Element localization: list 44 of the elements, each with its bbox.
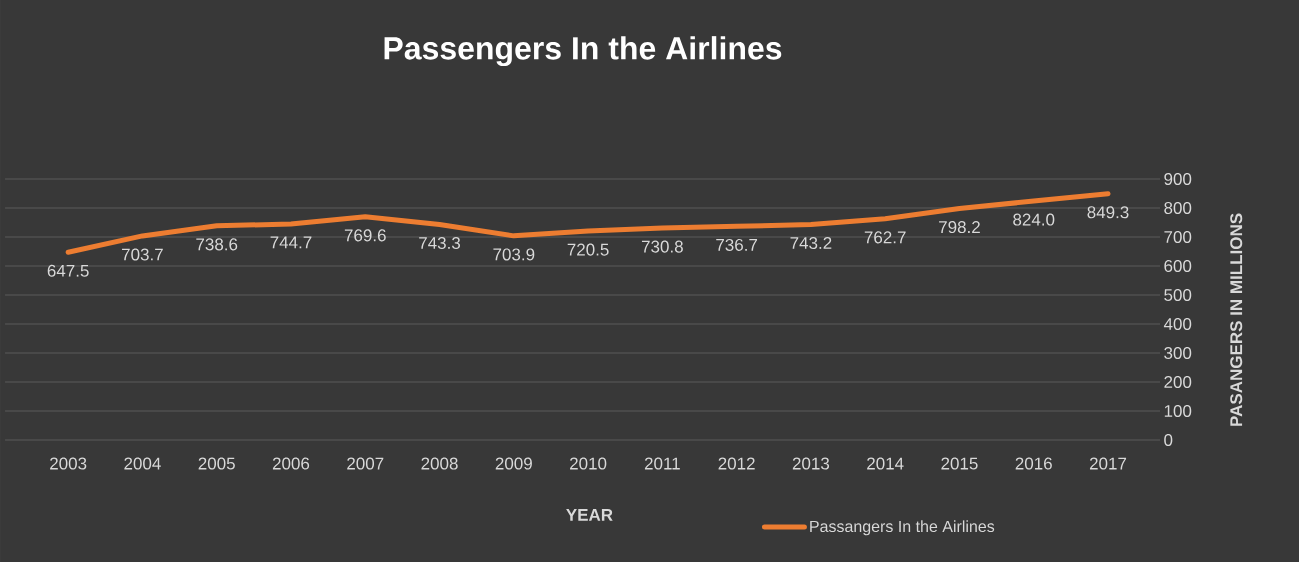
data-label: 736.7 — [716, 238, 758, 251]
y-tick-label: 800 — [1164, 201, 1192, 215]
data-label: 849.3 — [1087, 206, 1129, 219]
data-label: 762.7 — [864, 231, 906, 244]
x-tick-label: 2010 — [570, 457, 607, 470]
y-tick-label: 300 — [1164, 346, 1192, 360]
y-tick-label: 200 — [1164, 375, 1192, 389]
y-axis-title: PASANGERS IN MILLIONS — [1230, 213, 1243, 426]
x-tick-label: 2008 — [421, 457, 458, 470]
x-tick-label: 2013 — [792, 457, 830, 470]
x-tick-label: 2016 — [1015, 457, 1052, 470]
y-tick-label: 700 — [1164, 230, 1192, 244]
data-label: 743.3 — [419, 236, 461, 250]
x-tick-label: 2005 — [198, 457, 235, 470]
data-label: 703.9 — [493, 248, 535, 261]
x-tick-label: 2007 — [347, 457, 384, 470]
y-tick-label: 100 — [1164, 404, 1192, 418]
x-axis-title: YEAR — [566, 509, 613, 521]
x-tick-label: 2017 — [1089, 457, 1127, 470]
data-label: 769.6 — [344, 229, 386, 242]
data-label: 730.8 — [641, 240, 683, 253]
x-tick-label: 2012 — [718, 457, 755, 470]
data-label: 647.5 — [47, 264, 89, 277]
x-tick-label: 2009 — [495, 457, 532, 470]
data-label: 738.6 — [196, 238, 238, 251]
y-tick-label: 600 — [1164, 259, 1192, 273]
y-tick-label: 900 — [1164, 172, 1192, 186]
data-label: 744.7 — [270, 236, 312, 249]
x-tick-label: 2006 — [272, 457, 310, 470]
data-label: 798.2 — [939, 221, 980, 234]
chart-title: Passengers In the Airlines — [384, 36, 782, 67]
data-label: 743.2 — [790, 237, 832, 250]
data-label: 703.7 — [122, 248, 163, 261]
data-label: 720.5 — [567, 243, 609, 256]
data-label: 824.0 — [1013, 213, 1055, 226]
y-tick-label: 500 — [1164, 288, 1192, 302]
x-tick-label: 2015 — [941, 457, 978, 470]
y-tick-label: 400 — [1163, 317, 1192, 331]
x-tick-label: 2004 — [124, 457, 161, 470]
x-tick-label: 2003 — [50, 457, 87, 470]
x-tick-label: 2014 — [867, 457, 904, 470]
y-tick-label: 0 — [1164, 433, 1173, 447]
x-tick-label: 2011 — [644, 457, 680, 470]
legend-label: Passangers In the Airlines — [810, 520, 995, 536]
